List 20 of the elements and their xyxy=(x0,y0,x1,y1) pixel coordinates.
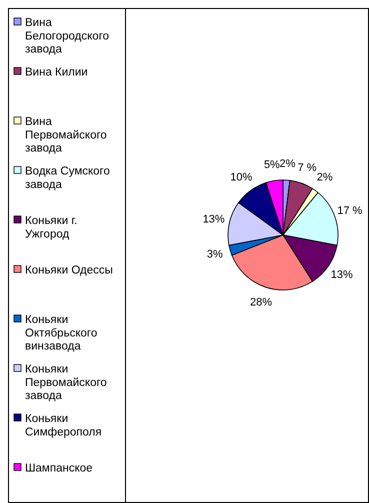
legend-label: Коньяки Одессы xyxy=(25,264,113,277)
legend-label: Коньяки Первомайского завода xyxy=(25,364,107,402)
data-label: 13% xyxy=(202,213,225,226)
legend-label: Коньяки г. Ужгород xyxy=(25,215,78,240)
data-label: 28% xyxy=(250,296,272,308)
data-label: 10% xyxy=(230,171,252,184)
legend-label: Коньяки Симферополя xyxy=(25,413,102,438)
legend-label: Вина Белогородского завода xyxy=(25,17,110,56)
legend-label: Шампанское xyxy=(25,462,93,475)
legend-label: Коньяки Октябрьского винзавода xyxy=(25,314,98,353)
data-label: 7 % xyxy=(298,162,317,174)
data-label: 2% xyxy=(280,158,296,170)
data-label: 2% xyxy=(316,171,333,184)
legend-label: Вина Первомайского завода xyxy=(25,116,107,155)
data-label: 3% xyxy=(206,248,223,261)
data-label: 17 % xyxy=(337,204,363,217)
data-label: 5% xyxy=(264,158,280,171)
data-label: 13% xyxy=(330,268,353,281)
legend-label: Водка Сумского завода xyxy=(25,166,110,191)
legend-label: Вина Килии xyxy=(25,66,88,79)
